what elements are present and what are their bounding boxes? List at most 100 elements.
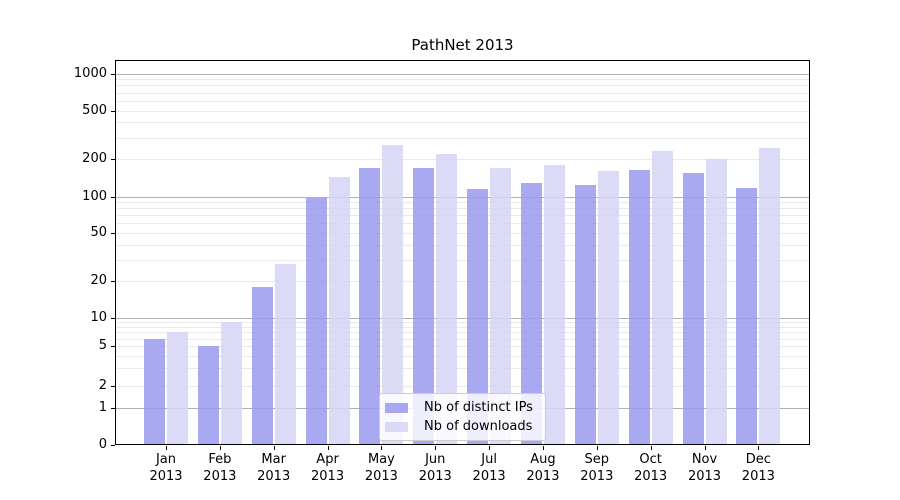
bar-downloads-aug [543,165,565,445]
bar-ips-apr [305,198,327,445]
x-tick-mark-may [381,446,383,450]
y-tick-mark-10 [111,318,115,319]
gridline-200 [115,159,810,161]
gridline-800 [115,85,810,87]
x-tick-label-may: May 2013 [364,452,398,484]
y-tick-label-1000: 1000 [73,65,107,81]
bar-ips-oct [628,170,650,445]
bar-ips-jul [467,188,489,445]
x-tick-label-oct: Oct 2013 [634,452,668,484]
x-tick-mark-nov [704,446,706,450]
x-tick-mark-feb [219,446,221,450]
gridline-3 [115,368,810,370]
bar-downloads-oct [651,151,673,445]
gridline-50 [115,233,810,235]
bar-ips-may [359,167,381,445]
y-tick-mark-1000 [111,73,115,75]
x-tick-label-jun: Jun 2013 [418,452,452,484]
gridline-40 [115,244,810,246]
y-tick-label-2: 2 [98,378,107,393]
x-tick-label-dec: Dec 2013 [741,452,775,484]
bar-downloads-jul [490,168,512,445]
y-tick-mark-200 [111,159,115,161]
x-tick-label-sep: Sep 2013 [580,452,614,484]
legend-label-distinct-ips: Nb of distinct IPs [424,400,533,415]
gridline-7 [115,332,810,334]
gridline-70 [115,215,810,217]
x-tick-mark-mar [273,446,275,450]
gridline-20 [115,281,810,283]
x-tick-label-jul: Jul 2013 [472,452,506,484]
x-tick-label-jan: Jan 2013 [149,452,183,484]
y-tick-label-1: 1 [98,400,107,415]
legend-swatch-downloads [385,421,408,432]
gridline-5 [115,346,810,347]
bar-ips-dec [736,188,758,445]
chart-title: PathNet 2013 [411,36,514,54]
y-tick-mark-20 [111,281,115,283]
x-tick-label-feb: Feb 2013 [203,452,237,484]
y-tick-label-50: 50 [90,225,107,241]
x-tick-mark-apr [327,446,329,450]
legend-label-downloads: Nb of downloads [424,419,533,434]
y-tick-label-0: 0 [98,437,107,452]
y-tick-label-10: 10 [90,310,107,325]
x-tick-label-aug: Aug 2013 [526,452,560,484]
bar-downloads-apr [328,176,350,445]
bar-ips-aug [520,183,542,445]
y-tick-label-20: 20 [90,273,107,289]
bar-downloads-jan [167,332,188,445]
x-tick-mark-sep [596,446,598,450]
y-tick-label-500: 500 [82,102,107,118]
y-tick-mark-100 [111,196,115,198]
bar-downloads-dec [759,147,781,445]
bar-downloads-may [382,145,404,445]
bar-downloads-jun [436,153,458,445]
gridline-500 [115,110,810,112]
bar-ips-feb [197,346,219,445]
x-tick-mark-jul [489,446,491,450]
gridline-300 [115,137,810,139]
bar-downloads-feb [220,322,242,445]
gridline-900 [115,79,810,81]
gridline-6 [115,338,810,340]
y-tick-mark-5 [111,346,115,347]
gridline-1000 [115,73,810,75]
bar-ips-sep [574,185,596,445]
bar-ips-mar [251,286,273,445]
x-tick-mark-dec [758,446,760,450]
gridline-10 [115,318,810,319]
gridline-9 [115,322,810,324]
y-tick-label-200: 200 [82,151,107,167]
bar-downloads-sep [597,171,619,445]
bar-downloads-nov [705,159,727,445]
x-tick-mark-jan [166,446,167,450]
x-tick-mark-oct [650,446,652,450]
y-tick-mark-50 [111,233,115,235]
bar-ips-nov [682,173,704,445]
gridline-100 [115,196,810,198]
legend: Nb of distinct IPs Nb of downloads [379,393,546,441]
y-tick-label-5: 5 [98,338,107,353]
y-tick-mark-500 [111,110,115,112]
y-tick-label-100: 100 [82,188,107,204]
gridline-2 [115,386,810,387]
y-tick-mark-2 [111,386,115,387]
x-tick-label-mar: Mar 2013 [257,452,291,484]
gridline-30 [115,260,810,262]
plot-area [115,60,810,445]
bar-downloads-mar [274,263,296,445]
gridline-400 [115,122,810,124]
legend-swatch-distinct-ips [385,402,408,413]
bar-ips-jun [413,168,435,445]
bar-ips-jan [144,338,165,445]
x-tick-mark-aug [542,446,544,450]
x-tick-label-nov: Nov 2013 [687,452,722,484]
gridline-700 [115,92,810,94]
gridline-80 [115,208,810,210]
legend-item-downloads: Nb of downloads [385,419,533,434]
x-tick-mark-jun [435,446,437,450]
legend-item-distinct-ips: Nb of distinct IPs [385,400,533,415]
gridline-90 [115,202,810,204]
